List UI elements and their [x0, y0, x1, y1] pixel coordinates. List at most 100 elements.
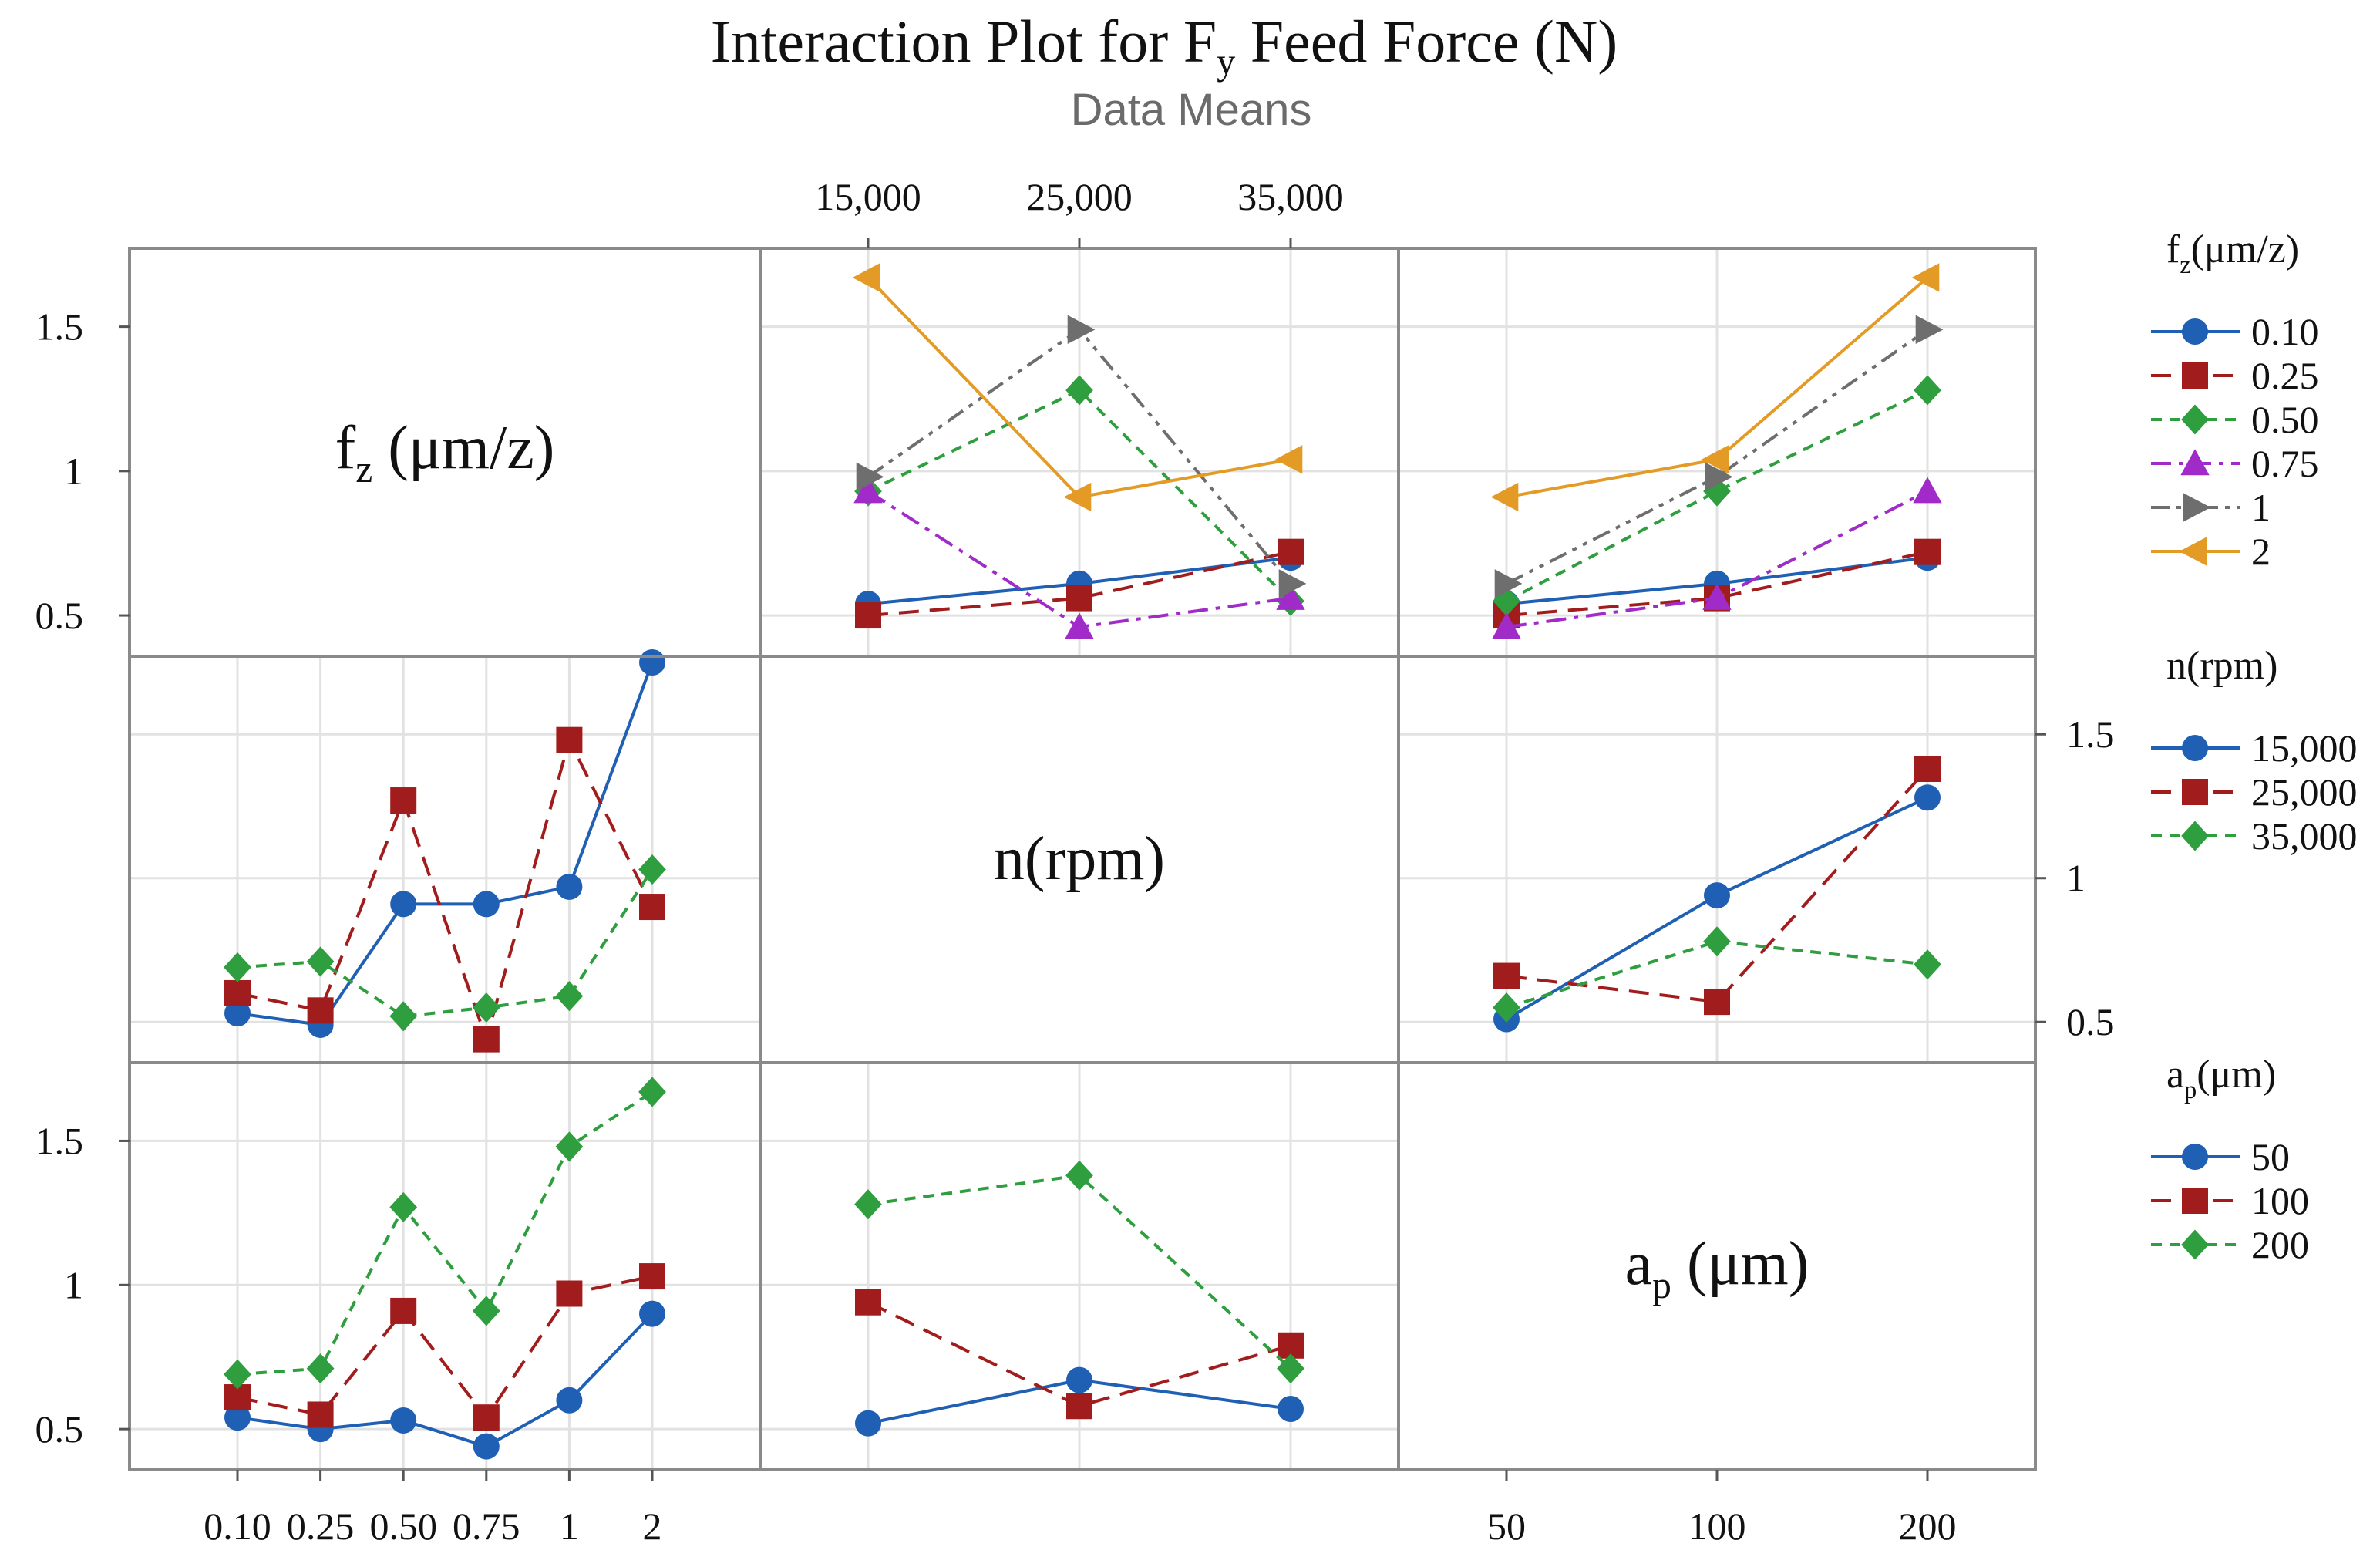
data-point-fz-1-200: [1915, 315, 1944, 345]
panel-ap-by-n: [854, 1160, 1304, 1437]
series-line-fz-0.25: [867, 550, 1291, 618]
data-point-ap-50-0.10: [224, 1404, 251, 1431]
y-tick-label: 1.5: [2066, 713, 2115, 756]
legend-marker-n-35,000: [2181, 821, 2209, 851]
data-point-n-25,000-0.10: [224, 979, 251, 1006]
data-point-n-25,000-0.50: [390, 787, 417, 814]
data-point-ap-200-0.50: [389, 1191, 418, 1222]
data-point-fz-1-50: [1494, 569, 1523, 598]
x-tick-label-ap: 50: [1487, 1505, 1526, 1548]
data-point-n-15,000-0.50: [390, 891, 417, 918]
data-point-n-15,000-0.10: [224, 1000, 251, 1027]
y-tick-label: 0.5: [35, 594, 84, 637]
legend-label-n-35,000: 35,000: [2251, 814, 2358, 858]
data-point-fz-2-200: [1911, 263, 1940, 292]
x-tick-label-n: 25,000: [1026, 175, 1133, 218]
data-point-ap-50-0.75: [473, 1433, 500, 1460]
data-point-fz-2-25,000: [1063, 482, 1092, 512]
legend-label-fz-0.50: 0.50: [2251, 398, 2319, 441]
legend-title-ap: ap(μm): [2166, 1053, 2276, 1104]
legend-marker-ap-50: [2182, 1144, 2208, 1170]
y-tick-label: 0.5: [2066, 1000, 2115, 1043]
legend-marker-n-15,000: [2182, 735, 2208, 761]
data-point-n-25,000-1: [556, 726, 583, 753]
data-point-n-35,000-0.25: [306, 946, 335, 977]
legend-marker-fz-0.10: [2182, 318, 2208, 345]
data-point-n-35,000-0.50: [389, 1001, 418, 1032]
y-tick-label: 1: [64, 450, 83, 493]
data-point-ap-200-0.25: [306, 1353, 335, 1384]
data-point-ap-50-1: [556, 1387, 583, 1414]
data-point-fz-0.25-25,000: [1066, 585, 1092, 612]
data-point-ap-50-2: [639, 1300, 665, 1327]
y-tick-label: 1: [64, 1263, 83, 1306]
diagonal-label-fz: fz (μm/z): [335, 414, 555, 490]
data-point-fz-0.75-35,000: [1276, 583, 1305, 610]
data-point-ap-100-1: [556, 1280, 583, 1307]
data-point-n-35,000-0.10: [224, 952, 251, 982]
y-tick-label: 0.5: [35, 1407, 84, 1451]
x-tick-label-ap: 200: [1899, 1505, 1957, 1548]
data-point-n-35,000-100: [1703, 926, 1731, 957]
data-point-ap-100-25,000: [1066, 1393, 1092, 1420]
panel-fz-by-n: [852, 263, 1307, 639]
legend-label-ap-200: 200: [2251, 1223, 2309, 1266]
x-tick-label-fz: 0.25: [287, 1505, 355, 1548]
legend-label-fz-0.75: 0.75: [2251, 442, 2319, 485]
data-point-fz-2-15,000: [852, 263, 880, 292]
data-point-n-15,000-1: [556, 873, 583, 900]
legend-label-fz-2: 2: [2251, 530, 2271, 573]
x-tick-label-ap: 100: [1688, 1505, 1746, 1548]
series-line-n-25,000: [1506, 767, 1929, 1004]
data-point-fz-1-100: [1705, 462, 1733, 492]
series-line-fz-0.50: [867, 388, 1292, 602]
data-point-fz-2-100: [1701, 445, 1729, 474]
data-point-n-35,000-0.75: [472, 992, 500, 1023]
data-point-fz-1-35,000: [1278, 569, 1307, 598]
diagonal-label-ap: ap (μm): [1625, 1230, 1809, 1306]
series-line-ap-200: [237, 1090, 654, 1377]
data-point-fz-0.50-25,000: [1065, 375, 1093, 406]
data-point-fz-0.25-35,000: [1278, 538, 1304, 565]
series-layer: [224, 263, 1944, 1460]
panel-n-by-fz: [224, 649, 666, 1053]
data-point-n-25,000-0.25: [307, 997, 334, 1024]
data-point-fz-0.50-50: [1493, 585, 1520, 616]
data-point-fz-0.25-15,000: [855, 602, 881, 629]
legend-label-n-25,000: 25,000: [2251, 770, 2358, 814]
data-point-n-15,000-200: [1914, 784, 1941, 811]
legend-marker-n-25,000: [2182, 779, 2208, 805]
series-line-ap-100: [237, 1275, 653, 1420]
data-point-ap-100-0.25: [307, 1401, 334, 1428]
x-tick-label-fz: 2: [643, 1505, 662, 1548]
series-line-n-35,000: [237, 868, 654, 1018]
legend-marker-fz-2: [2179, 537, 2207, 566]
data-point-n-25,000-200: [1914, 756, 1941, 783]
data-point-ap-50-15,000: [855, 1410, 881, 1437]
data-point-ap-200-2: [638, 1077, 666, 1107]
legend-marker-fz-0.25: [2182, 362, 2208, 389]
panel-fz-by-ap: [1490, 263, 1944, 639]
x-tick-label-fz: 0.75: [453, 1505, 520, 1548]
x-tick-label-fz: 0.10: [204, 1505, 271, 1548]
data-point-ap-200-35,000: [1277, 1353, 1304, 1384]
data-point-n-15,000-2: [639, 649, 665, 676]
data-point-ap-100-0.50: [390, 1297, 417, 1324]
data-point-n-35,000-50: [1493, 992, 1520, 1023]
legend-title-fz: fz(μm/z): [2166, 227, 2299, 278]
data-point-fz-0.75-25,000: [1065, 612, 1094, 639]
data-point-ap-200-0.10: [224, 1359, 251, 1390]
data-point-ap-100-15,000: [855, 1289, 881, 1316]
legend-marker-fz-0.50: [2181, 404, 2209, 435]
frame-layer: [128, 247, 2037, 1471]
axis-layer: 0.5 1 1.5 0.5 1 1.5 0.5 1 1.5 15,000 25,000 35,000 0…: [35, 175, 2115, 1548]
data-point-fz-1-15,000: [856, 462, 884, 492]
legend-label-ap-100: 100: [2251, 1179, 2309, 1222]
data-point-fz-2-35,000: [1274, 445, 1303, 474]
legend-marker-fz-0.75: [2180, 449, 2210, 476]
data-point-fz-2-50: [1490, 482, 1519, 512]
data-point-n-15,000-100: [1704, 882, 1730, 909]
